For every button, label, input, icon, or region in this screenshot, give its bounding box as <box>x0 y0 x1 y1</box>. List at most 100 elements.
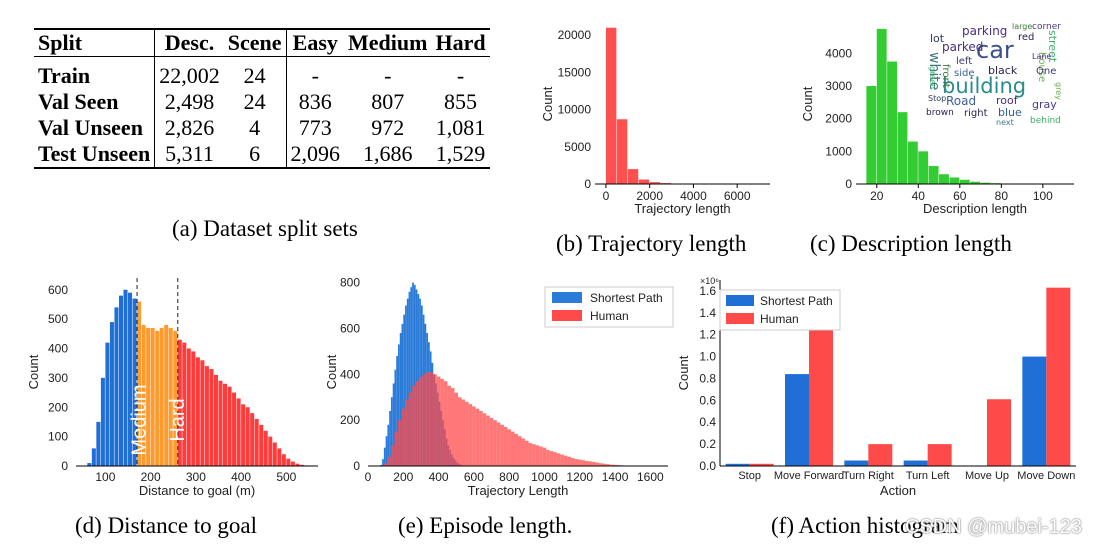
bar <box>118 295 123 466</box>
bar <box>223 383 228 466</box>
bar-shortest-path <box>392 383 395 466</box>
y-axis-label: Count <box>26 354 41 389</box>
bar-human <box>415 381 420 466</box>
table-cell: 2,826 <box>164 115 215 140</box>
bar <box>209 369 214 466</box>
y-tick-label: 3000 <box>825 79 852 93</box>
bar <box>105 342 110 466</box>
table-cell: 773 <box>298 115 332 140</box>
y-tick-label: 400 <box>340 367 360 381</box>
y-tick-label: 600 <box>48 283 68 297</box>
bar-human <box>595 462 600 466</box>
wordcloud-word: car <box>976 36 1014 64</box>
table-cell: - <box>456 63 465 88</box>
y-tick-label: 0.2 <box>699 437 716 451</box>
bar <box>182 342 187 466</box>
bar-shortest-path <box>785 374 809 466</box>
table-row: Val Unseen 2,826 4 773 972 1,081 <box>34 115 490 141</box>
bar <box>970 181 981 184</box>
table-cell: 807 <box>371 89 405 114</box>
bar-human <box>532 444 536 466</box>
split-table: Split Desc. Scene Easy Medium Hard Train… <box>34 28 490 169</box>
bar <box>928 166 939 184</box>
y-tick-label: 400 <box>48 342 68 356</box>
bar-shortest-path <box>417 294 420 466</box>
wordcloud-word: street <box>1046 30 1059 63</box>
bar-human <box>465 401 469 466</box>
wordcloud-word: black <box>988 64 1018 77</box>
bar-shortest-path <box>380 464 383 466</box>
bar-human <box>592 461 596 466</box>
x-axis-label: Action <box>880 483 916 498</box>
bar-human <box>479 410 483 466</box>
table-cell: 2,498 <box>164 89 215 114</box>
bar-human <box>447 385 451 466</box>
x-tick-label: 40 <box>912 189 926 203</box>
x-tick-label: 0 <box>603 189 610 203</box>
table-cell: Test Unseen <box>34 141 156 168</box>
bar-human <box>613 464 617 466</box>
table-cell: - <box>311 63 319 88</box>
x-tick-label: 80 <box>995 189 1009 203</box>
bar <box>200 360 205 466</box>
y-tick-label: 4000 <box>825 46 852 60</box>
bar <box>204 366 209 466</box>
bar <box>155 330 160 466</box>
y-tick-label: 800 <box>340 276 360 290</box>
wordcloud-word: Lane <box>1032 52 1052 61</box>
y-axis-label: Count <box>324 354 339 389</box>
bar-human <box>394 431 398 466</box>
table-cell: 24 <box>223 56 287 89</box>
x-tick-label: 600 <box>464 470 484 484</box>
x-tick-label: 60 <box>953 189 967 203</box>
bar <box>128 292 133 466</box>
bar-human <box>560 454 564 466</box>
bar-human <box>585 460 589 466</box>
bar <box>259 424 264 466</box>
bar <box>186 348 191 466</box>
legend-label: Human <box>590 309 629 323</box>
bar-human <box>535 445 540 466</box>
bar-human <box>422 374 427 466</box>
y-tick-label: 0.8 <box>699 371 716 385</box>
bar-human <box>443 381 448 466</box>
bar <box>195 357 200 466</box>
bar <box>887 61 898 184</box>
bar-human <box>468 404 473 466</box>
group-label: Easy <box>79 398 101 442</box>
bar-human <box>383 463 388 466</box>
bar <box>263 430 268 466</box>
bar <box>137 301 142 466</box>
bar <box>281 454 286 466</box>
bar-shortest-path <box>398 344 400 466</box>
bar-human <box>489 417 494 466</box>
wordcloud-word: lot <box>930 32 945 45</box>
bar-human <box>606 464 610 466</box>
y-axis-label: Count <box>540 86 555 121</box>
y-tick-label: 0.4 <box>699 415 716 429</box>
watermark: CSDN @mubei-123 <box>905 516 1083 538</box>
bar-human <box>408 392 413 466</box>
table-header: Easy <box>292 30 338 55</box>
bar-human <box>588 461 593 466</box>
table-cell: 1,529 <box>435 141 486 166</box>
bar <box>218 380 223 466</box>
bar-human <box>387 456 391 466</box>
wordcloud-word: Stop <box>928 94 947 103</box>
bar <box>123 289 128 466</box>
x-tick-label: 1200 <box>566 470 593 484</box>
bar-human <box>602 463 607 466</box>
y-tick-label: 0.0 <box>699 459 716 473</box>
bar <box>949 177 960 184</box>
y-tick-label: 200 <box>340 413 360 427</box>
x-axis-label: Trajectory length <box>634 201 730 216</box>
table-cell: 5,311 <box>165 141 214 166</box>
wordcloud-word: One <box>1036 66 1057 77</box>
wordcloud-word: roof <box>996 94 1018 107</box>
bar <box>114 307 119 466</box>
legend-swatch <box>552 310 582 321</box>
y-tick-label: 500 <box>48 312 68 326</box>
y-tick-label: 2000 <box>825 112 852 126</box>
x-tick-label: 200 <box>393 470 413 484</box>
